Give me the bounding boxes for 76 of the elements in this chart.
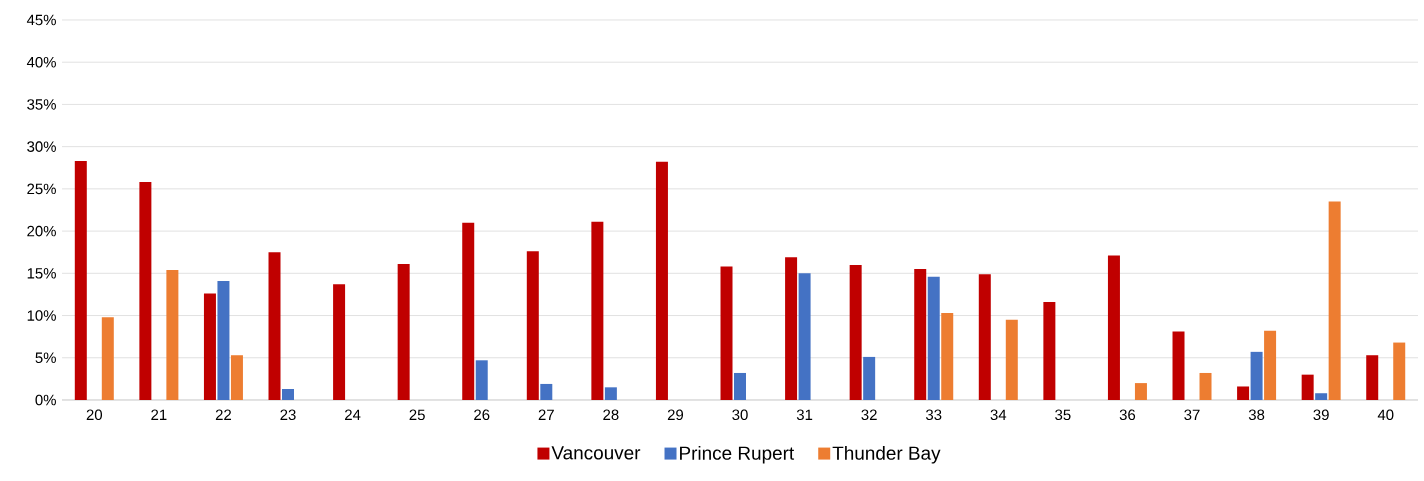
y-tick-label: 5% xyxy=(35,352,56,364)
y-tick-label: 45% xyxy=(26,14,56,26)
bar xyxy=(591,221,604,400)
y-tick-label: 0% xyxy=(35,394,56,406)
x-tick-label: 27 xyxy=(538,409,554,420)
legend-label: Prince Rupert xyxy=(680,445,795,464)
bar xyxy=(604,387,617,400)
bar xyxy=(101,317,114,400)
x-tick-label: 28 xyxy=(603,409,619,421)
bar xyxy=(1393,342,1406,400)
x-tick-label: 21 xyxy=(151,409,167,420)
bar xyxy=(74,161,87,400)
bar xyxy=(1237,386,1250,400)
y-tick-label: 10% xyxy=(27,310,56,321)
bar xyxy=(914,269,927,400)
bar xyxy=(1199,372,1212,400)
legend-label: Thunder Bay xyxy=(832,445,941,464)
y-tick-label: 25% xyxy=(27,183,56,195)
bar xyxy=(734,372,747,400)
bar xyxy=(1172,331,1185,400)
bar xyxy=(798,273,811,400)
y-tick-label: 20% xyxy=(27,225,56,237)
x-tick-label: 25 xyxy=(409,409,425,421)
bar xyxy=(217,280,230,400)
x-tick-label: 39 xyxy=(1313,409,1329,421)
legend-label: Vancouver xyxy=(551,446,641,460)
y-tick-label: 40% xyxy=(26,56,56,68)
x-tick-label: 20 xyxy=(86,409,103,421)
x-tick-label: 31 xyxy=(796,409,813,421)
bar xyxy=(1134,383,1147,400)
bar xyxy=(941,313,954,400)
x-tick-label: 29 xyxy=(667,409,684,421)
x-tick-label: 36 xyxy=(1119,409,1136,421)
bar xyxy=(1328,201,1341,400)
bar xyxy=(785,257,798,400)
x-tick-label: 32 xyxy=(861,409,877,421)
bar xyxy=(139,182,152,400)
bar xyxy=(927,276,940,400)
bar xyxy=(1005,319,1018,400)
x-tick-label: 30 xyxy=(732,409,748,421)
bar xyxy=(166,269,179,400)
bar xyxy=(978,274,991,400)
x-tick-label: 22 xyxy=(215,409,232,420)
bar xyxy=(333,284,346,400)
bar xyxy=(462,222,475,400)
bar xyxy=(1315,393,1328,400)
bar xyxy=(282,389,295,400)
y-tick-label: 30% xyxy=(27,141,56,152)
bar xyxy=(540,383,553,400)
bar xyxy=(203,293,216,400)
x-tick-label: 24 xyxy=(345,409,361,420)
x-tick-label: 34 xyxy=(990,409,1007,421)
bar xyxy=(863,356,876,400)
y-tick-label: 35% xyxy=(27,99,56,110)
x-tick-label: 35 xyxy=(1055,409,1071,421)
y-tick-label: 15% xyxy=(27,268,56,279)
bar xyxy=(526,251,539,400)
bar xyxy=(1366,355,1379,400)
bar xyxy=(1250,351,1263,400)
x-tick-label: 38 xyxy=(1248,409,1265,421)
bar xyxy=(849,264,862,400)
x-tick-label: 23 xyxy=(280,409,296,421)
bar xyxy=(720,266,733,400)
bar xyxy=(1301,374,1314,400)
bar xyxy=(230,355,243,400)
x-tick-label: 37 xyxy=(1184,409,1200,421)
x-tick-label: 26 xyxy=(474,409,490,421)
bar xyxy=(1043,302,1056,400)
x-tick-label: 33 xyxy=(925,409,942,421)
bar xyxy=(1264,330,1277,400)
bar xyxy=(268,252,281,400)
bar xyxy=(397,264,410,400)
x-tick-label: 40 xyxy=(1377,409,1394,421)
bar xyxy=(655,161,668,400)
bar xyxy=(475,360,488,400)
bar xyxy=(1107,255,1120,400)
